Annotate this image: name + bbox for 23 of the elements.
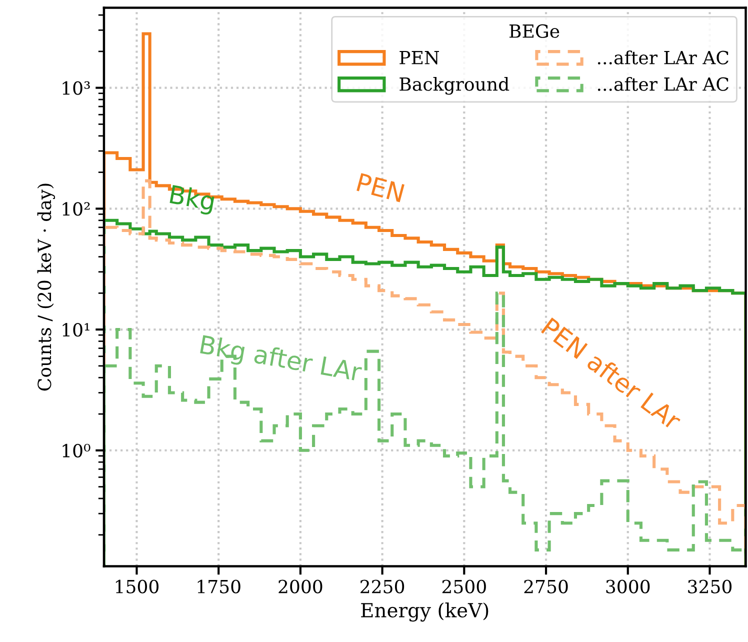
- x-tick-label: 2500: [442, 580, 486, 594]
- x-tick-label: 2750: [524, 580, 568, 594]
- y-tick-label: 10²: [62, 202, 90, 216]
- y-tick-label: 10¹: [62, 322, 90, 337]
- legend-label: ...after LAr AC: [598, 50, 728, 64]
- x-tick-label: 2250: [360, 580, 404, 594]
- annotation: PEN: [356, 173, 404, 202]
- x-tick-label: 1500: [116, 580, 158, 594]
- legend-label: PEN: [400, 51, 439, 64]
- legend-label: ...after LAr AC: [598, 76, 728, 91]
- x-tick-label: 3250: [688, 580, 732, 594]
- annotation: PEN after LAr: [540, 316, 684, 432]
- annotation: Bkg: [168, 184, 216, 216]
- x-tick-label: 2000: [278, 580, 322, 594]
- y-tick-label: 10³: [62, 81, 90, 95]
- x-tick-label: 1750: [198, 580, 240, 594]
- y-tick-label: 10⁰: [62, 444, 90, 458]
- y-axis-title: Counts / (20 keV · day): [37, 184, 56, 391]
- legend-label: Background: [400, 76, 510, 95]
- x-tick-label: 3000: [606, 580, 650, 594]
- annotation: Bkg after LAr: [199, 334, 363, 386]
- x-axis-title: Energy (keV): [361, 602, 488, 622]
- legend-title: BEGe: [510, 24, 560, 38]
